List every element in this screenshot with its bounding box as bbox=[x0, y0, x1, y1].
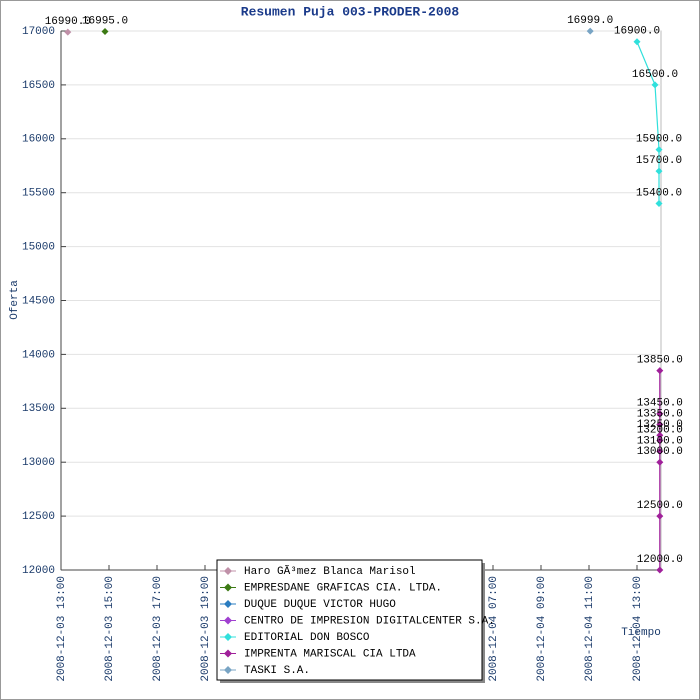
data-point bbox=[656, 566, 664, 574]
data-point bbox=[655, 199, 663, 207]
data-point bbox=[64, 28, 72, 36]
y-tick-label: 13500 bbox=[22, 403, 55, 415]
y-tick-label: 16500 bbox=[22, 80, 55, 92]
y-axis-label: Oferta bbox=[9, 280, 21, 320]
data-label: 16500.0 bbox=[632, 69, 678, 81]
legend-label: Haro GÃ³mez Blanca Marisol bbox=[244, 565, 416, 578]
y-tick-label: 14500 bbox=[22, 295, 55, 307]
legend-label: CENTRO DE IMPRESION DIGITALCENTER S.A. bbox=[244, 615, 495, 627]
legend-label: TASKI S.A. bbox=[244, 665, 310, 677]
data-label: 13000.0 bbox=[637, 446, 683, 458]
data-label: 16990.0 bbox=[45, 16, 91, 28]
data-point bbox=[655, 167, 663, 175]
data-point bbox=[101, 28, 109, 36]
x-tick-label: 2008-12-04 11:00 bbox=[584, 576, 596, 682]
data-label: 16999.0 bbox=[567, 15, 613, 27]
data-label: 15900.0 bbox=[636, 133, 682, 145]
x-tick-label: 2008-12-04 13:00 bbox=[632, 576, 644, 682]
x-tick-label: 2008-12-03 15:00 bbox=[104, 576, 116, 682]
legend-label: EDITORIAL DON BOSCO bbox=[244, 632, 370, 644]
data-point bbox=[656, 458, 664, 466]
y-tick-label: 15500 bbox=[22, 188, 55, 200]
data-label: 16900.0 bbox=[614, 26, 660, 38]
x-tick-label: 2008-12-03 17:00 bbox=[152, 576, 164, 682]
data-point bbox=[651, 81, 659, 89]
data-label: 13200.0 bbox=[637, 425, 683, 437]
y-tick-label: 15000 bbox=[22, 242, 55, 254]
legend-label: DUQUE DUQUE VICTOR HUGO bbox=[244, 599, 396, 611]
data-point bbox=[656, 420, 664, 428]
data-label: 16995.0 bbox=[82, 15, 128, 27]
data-point bbox=[633, 38, 641, 46]
x-axis-label: Tiempo bbox=[621, 627, 661, 639]
data-point bbox=[586, 27, 594, 35]
data-label: 13850.0 bbox=[637, 354, 683, 366]
x-tick-label: 2008-12-04 09:00 bbox=[536, 576, 548, 682]
y-tick-label: 14000 bbox=[22, 349, 55, 361]
legend-label: IMPRENTA MARISCAL CIA LTDA bbox=[244, 648, 416, 660]
x-tick-label: 2008-12-03 13:00 bbox=[56, 576, 68, 682]
data-point bbox=[655, 146, 663, 154]
data-point bbox=[656, 410, 664, 418]
data-point bbox=[656, 431, 664, 439]
y-tick-label: 12500 bbox=[22, 511, 55, 523]
data-label: 13100.0 bbox=[637, 435, 683, 447]
y-tick-label: 16000 bbox=[22, 134, 55, 146]
y-tick-label: 13000 bbox=[22, 457, 55, 469]
x-tick-label: 2008-12-04 07:00 bbox=[488, 576, 500, 682]
data-point bbox=[656, 512, 664, 520]
data-point bbox=[656, 437, 664, 445]
data-label: 13350.0 bbox=[637, 408, 683, 420]
legend-label: EMPRESDANE GRAFICAS CIA. LTDA. bbox=[244, 582, 442, 594]
y-tick-label: 17000 bbox=[22, 26, 55, 38]
data-point bbox=[656, 447, 664, 455]
data-label: 15700.0 bbox=[636, 155, 682, 167]
chart-title: Resumen Puja 003-PRODER-2008 bbox=[241, 4, 460, 19]
data-label: 13250.0 bbox=[637, 419, 683, 431]
y-tick-label: 12000 bbox=[22, 565, 55, 577]
data-label: 12000.0 bbox=[637, 554, 683, 566]
data-point bbox=[656, 367, 664, 375]
data-label: 13450.0 bbox=[637, 398, 683, 410]
data-label: 12500.0 bbox=[637, 500, 683, 512]
legend bbox=[216, 559, 483, 681]
x-tick-label: 2008-12-03 19:00 bbox=[200, 576, 212, 682]
data-label: 15400.0 bbox=[636, 187, 682, 199]
